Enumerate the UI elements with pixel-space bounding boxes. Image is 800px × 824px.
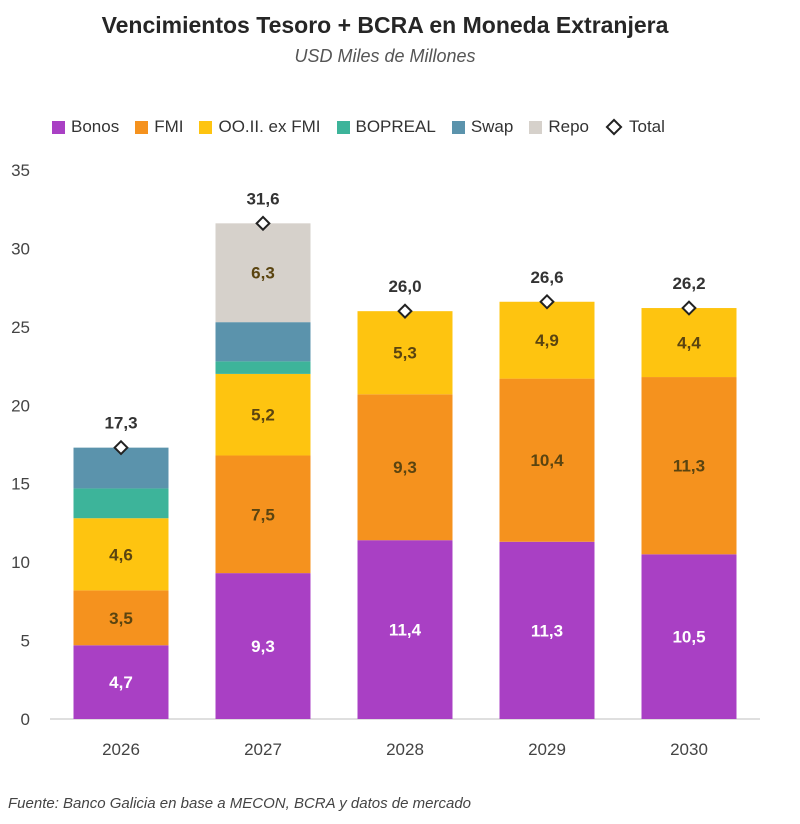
bar-segment-oo-ii-ex-fmi <box>215 373 311 456</box>
legend-item-bopreal: BOPREAL <box>336 117 436 137</box>
data-label: 5,2 <box>251 406 275 425</box>
data-label: 4,4 <box>677 334 701 353</box>
data-label: 4,6 <box>109 545 133 564</box>
x-tick-label: 2026 <box>102 740 140 759</box>
total-label: 26,6 <box>530 268 563 287</box>
legend-label-fmi: FMI <box>154 117 184 136</box>
x-tick-label: 2028 <box>386 740 424 759</box>
y-tick-label: 25 <box>11 318 30 337</box>
bar-segment-oo-ii-ex-fmi <box>73 518 169 591</box>
legend-label-repo: Repo <box>548 117 589 136</box>
x-tick-label: 2029 <box>528 740 566 759</box>
bar-segment-bonos <box>641 554 737 719</box>
bar-segment-oo-ii-ex-fmi <box>357 311 453 395</box>
legend-label-bonos: Bonos <box>71 117 120 136</box>
legend-label-total: Total <box>628 117 665 136</box>
y-tick-label: 5 <box>21 632 30 651</box>
total-label: 26,2 <box>672 274 705 293</box>
bar-segment-fmi <box>215 455 311 574</box>
bar-segment-fmi <box>499 378 595 542</box>
total-label: 26,0 <box>388 277 421 296</box>
data-label: 10,4 <box>530 451 564 470</box>
total-marker <box>113 439 129 456</box>
legend-swatch-swap <box>451 120 465 134</box>
total-label: 17,3 <box>104 414 137 433</box>
legend-swatch-repo <box>529 120 543 134</box>
data-label: 11,4 <box>389 621 422 640</box>
bar-segment-swap <box>215 322 311 362</box>
data-label: 7,5 <box>251 505 275 524</box>
legend-label-bopreal: BOPREAL <box>355 117 436 136</box>
legend-swatch-bonos <box>52 120 65 134</box>
x-tick-label: 2030 <box>670 740 708 759</box>
y-tick-label: 15 <box>11 475 30 494</box>
legend-item-total: Total <box>605 117 665 137</box>
bar-segment-oo-ii-ex-fmi <box>641 308 737 378</box>
y-tick-label: 0 <box>21 710 30 729</box>
legend-label-swap: Swap <box>470 117 514 136</box>
legend-label-ooii: OO.II. ex FMI <box>218 117 321 136</box>
data-label: 3,5 <box>109 609 133 628</box>
legend: Bonos FMI OO.II. ex FMI BOPREAL Swap Rep… <box>52 116 665 138</box>
legend-item-repo: Repo <box>529 117 589 137</box>
total-marker <box>539 293 555 310</box>
bar-segment-bopreal <box>73 488 169 519</box>
bar-segment-bonos <box>499 541 595 719</box>
bar-segment-repo <box>215 223 311 323</box>
bar-segment-bopreal <box>215 361 311 374</box>
data-label: 9,3 <box>251 637 275 656</box>
legend-item-fmi: FMI <box>135 117 183 137</box>
chart-subtitle: USD Miles de Millones <box>294 46 476 66</box>
stacked-bar-chart: 0 5 10 15 20 25 30 35 4,7 3,5 4,6 17,3 2026 9,3 7,5 5,2… <box>11 161 760 759</box>
bar-segment-bonos <box>357 540 453 719</box>
data-label: 5,3 <box>393 344 417 363</box>
legend-swatch-fmi <box>135 120 149 134</box>
legend-swatch-bopreal <box>336 120 350 134</box>
y-tick-label: 20 <box>11 396 30 415</box>
data-label: 4,7 <box>109 673 133 692</box>
y-tick-label: 30 <box>11 239 30 258</box>
data-label: 6,3 <box>251 264 275 283</box>
bar-segment-bonos <box>215 573 311 719</box>
total-marker <box>397 303 413 319</box>
data-label: 10,5 <box>672 628 705 647</box>
chart-title: Vencimientos Tesoro + BCRA en Moneda Ext… <box>101 12 669 38</box>
x-tick-label: 2027 <box>244 740 282 759</box>
legend-item-bonos: Bonos <box>52 117 119 137</box>
bar-segment-oo-ii-ex-fmi <box>499 301 595 379</box>
data-label: 11,3 <box>531 621 563 640</box>
total-marker <box>681 300 697 316</box>
total-marker <box>255 215 271 232</box>
total-label: 31,6 <box>246 189 279 208</box>
legend-item-ooii: OO.II. ex FMI <box>199 117 321 137</box>
data-label: 11,3 <box>673 457 705 476</box>
y-tick-label: 10 <box>11 553 30 572</box>
legend-swatch-ooii <box>199 120 213 134</box>
bar-segment-fmi <box>73 590 169 646</box>
bar-segment-bonos <box>73 645 169 719</box>
source-note: Fuente: Banco Galicia en base a MECON, B… <box>8 795 472 812</box>
y-tick-label: 35 <box>11 161 30 180</box>
data-label: 4,9 <box>535 331 559 350</box>
data-label: 9,3 <box>393 458 417 477</box>
bar-segment-fmi <box>357 394 453 541</box>
bar-segment-fmi <box>641 377 737 555</box>
legend-item-swap: Swap <box>451 117 514 137</box>
